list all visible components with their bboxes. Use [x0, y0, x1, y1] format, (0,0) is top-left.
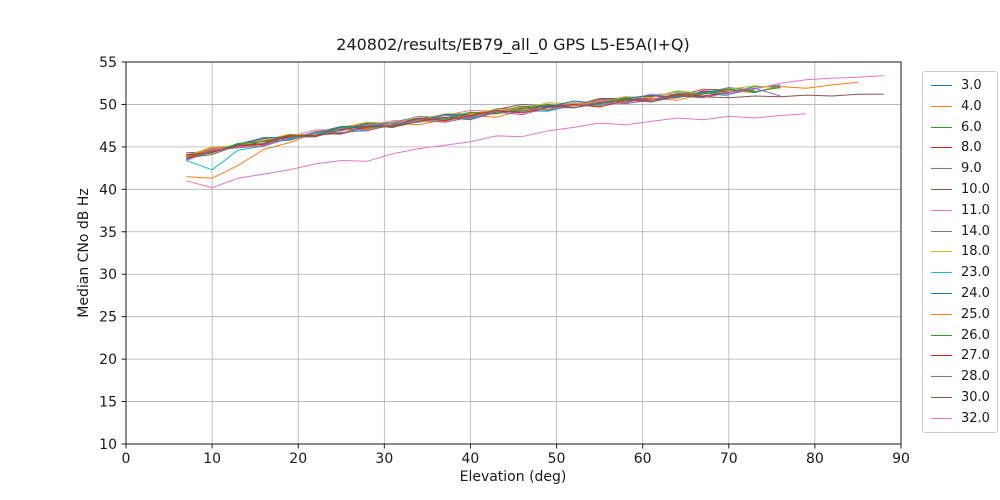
legend-line-sample: [931, 209, 952, 211]
legend-line-sample: [931, 293, 952, 295]
legend-item: 10.0: [923, 179, 997, 199]
legend-line-sample: [931, 126, 952, 128]
legend-item: 11.0: [923, 200, 997, 220]
legend-label: 32.0: [961, 410, 990, 426]
x-tick-label: 30: [375, 451, 393, 467]
legend-label: 18.0: [961, 244, 990, 260]
series-line-28.0: [186, 87, 781, 161]
legend-item: 32.0: [923, 408, 997, 428]
y-tick-label: 20: [99, 352, 117, 368]
legend-line-sample: [931, 313, 952, 315]
y-tick-label: 35: [99, 225, 117, 241]
legend-item: 30.0: [923, 388, 997, 408]
x-tick-label: 10: [203, 451, 221, 467]
legend-line-sample: [931, 251, 952, 253]
y-tick-label: 50: [99, 97, 117, 113]
legend-item: 25.0: [923, 304, 997, 324]
legend-label: 30.0: [961, 390, 990, 406]
tick-layer: 0 10 20 30 40 50 60 70 80 90 10 15 20 25 30 35 40 45 50 55: [99, 55, 910, 467]
legend-line-sample: [931, 230, 952, 232]
legend-line-sample: [931, 188, 952, 190]
x-axis-label: Elevation (deg): [460, 469, 567, 485]
series-line-32.0: [186, 113, 807, 189]
legend-item: 27.0: [923, 346, 997, 366]
chart-title: 240802/results/EB79_all_0 GPS L5-E5A(I+Q…: [336, 35, 689, 55]
legend-label: 28.0: [961, 369, 990, 385]
legend-label: 10.0: [961, 181, 990, 197]
legend-label: 26.0: [961, 327, 990, 343]
y-tick-label: 40: [99, 182, 117, 198]
legend-item: 14.0: [923, 221, 997, 241]
x-tick-label: 60: [634, 451, 652, 467]
axes-frame: [125, 61, 902, 445]
x-tick-label: 40: [462, 451, 480, 467]
y-tick-label: 15: [99, 395, 117, 411]
legend-item: 28.0: [923, 367, 997, 387]
legend-label: 14.0: [961, 223, 990, 239]
legend-line-sample: [931, 84, 952, 86]
legend-line-sample: [931, 168, 952, 170]
y-axis-label: Median CNo dB Hz: [76, 188, 92, 317]
y-tick-label: 25: [99, 310, 117, 326]
legend-item: 23.0: [923, 263, 997, 283]
legend-label: 9.0: [961, 161, 982, 177]
legend-label: 25.0: [961, 306, 990, 322]
series-layer: [186, 75, 884, 189]
legend-label: 3.0: [961, 77, 982, 93]
legend-label: 27.0: [961, 348, 990, 364]
legend-line-sample: [931, 376, 952, 378]
series-line-26.0: [186, 87, 781, 159]
legend-line-sample: [931, 417, 952, 419]
legend-label: 6.0: [961, 119, 982, 135]
legend-item: 8.0: [923, 138, 997, 158]
grid-layer: [126, 62, 901, 444]
legend-box: 3.0 4.0 6.0 8.0 9.0 10.0 11.0 14.0 18.0 23.0 24.0 2…: [922, 71, 998, 433]
legend-label: 4.0: [961, 98, 982, 114]
legend-label: 23.0: [961, 265, 990, 281]
legend-label: 24.0: [961, 286, 990, 302]
legend-label: 11.0: [961, 202, 990, 218]
legend-item: 26.0: [923, 325, 997, 345]
legend-item: 9.0: [923, 159, 997, 179]
legend-line-sample: [931, 397, 952, 399]
legend-line-sample: [931, 272, 952, 274]
y-tick-label: 30: [99, 267, 117, 283]
legend-item: 18.0: [923, 242, 997, 262]
legend-line-sample: [931, 105, 952, 107]
legend-item: 3.0: [923, 75, 997, 95]
x-tick-label: 0: [122, 451, 131, 467]
y-tick-label: 10: [99, 437, 117, 453]
x-tick-label: 20: [289, 451, 307, 467]
legend-item: 6.0: [923, 117, 997, 137]
y-tick-label: 45: [99, 140, 117, 156]
x-tick-label: 90: [892, 451, 910, 467]
legend-label: 8.0: [961, 140, 982, 156]
series-line-18.0: [186, 85, 781, 157]
legend-item: 4.0: [923, 96, 997, 116]
series-line-30.0: [186, 93, 884, 159]
x-tick-label: 70: [720, 451, 738, 467]
legend-line-sample: [931, 355, 952, 357]
y-tick-label: 55: [99, 55, 117, 71]
x-tick-label: 80: [806, 451, 824, 467]
legend-line-sample: [931, 334, 952, 336]
series-line-25.0: [186, 81, 858, 158]
legend-item: 24.0: [923, 284, 997, 304]
legend-line-sample: [931, 147, 952, 149]
x-tick-label: 50: [548, 451, 566, 467]
